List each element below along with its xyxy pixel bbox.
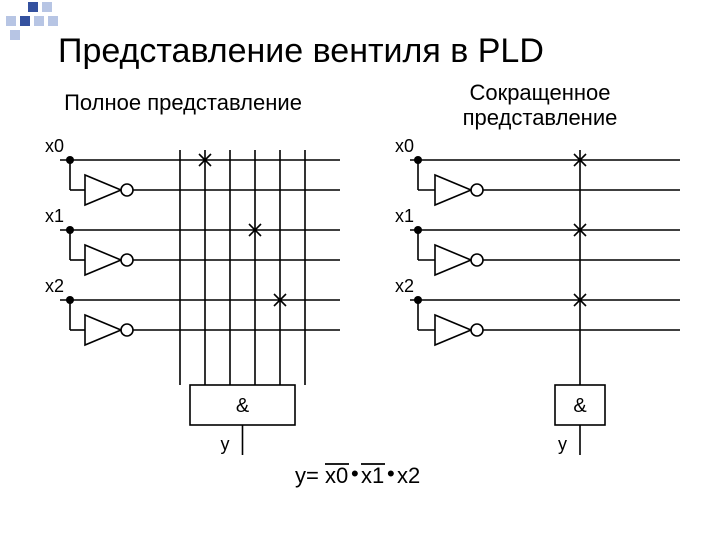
- svg-text:x2: x2: [45, 276, 64, 296]
- right-diagram: x0 x1 x2 &y: [390, 130, 690, 470]
- svg-text:x0: x0: [325, 463, 348, 488]
- left-subtitle: Полное представление: [38, 90, 328, 116]
- svg-text:x1: x1: [45, 206, 64, 226]
- page-title: Представление вентиля в PLD: [58, 32, 544, 71]
- right-subtitle: Сокращенное представление: [400, 80, 680, 131]
- svg-text:x2: x2: [397, 463, 420, 488]
- svg-text:x1: x1: [361, 463, 384, 488]
- svg-text:x0: x0: [45, 136, 64, 156]
- svg-text:•: •: [387, 461, 395, 486]
- svg-text:y: y: [558, 434, 567, 454]
- formula: y= x0•x1•x2: [290, 455, 490, 495]
- svg-text:y: y: [221, 434, 230, 454]
- svg-text:&: &: [236, 395, 250, 417]
- svg-text:x0: x0: [395, 136, 414, 156]
- svg-text:x1: x1: [395, 206, 414, 226]
- svg-text:x2: x2: [395, 276, 414, 296]
- svg-text:&: &: [573, 395, 587, 417]
- svg-text:•: •: [351, 461, 359, 486]
- left-diagram: x0 x1 x2 &y: [30, 130, 350, 470]
- svg-text:y=: y=: [295, 463, 319, 488]
